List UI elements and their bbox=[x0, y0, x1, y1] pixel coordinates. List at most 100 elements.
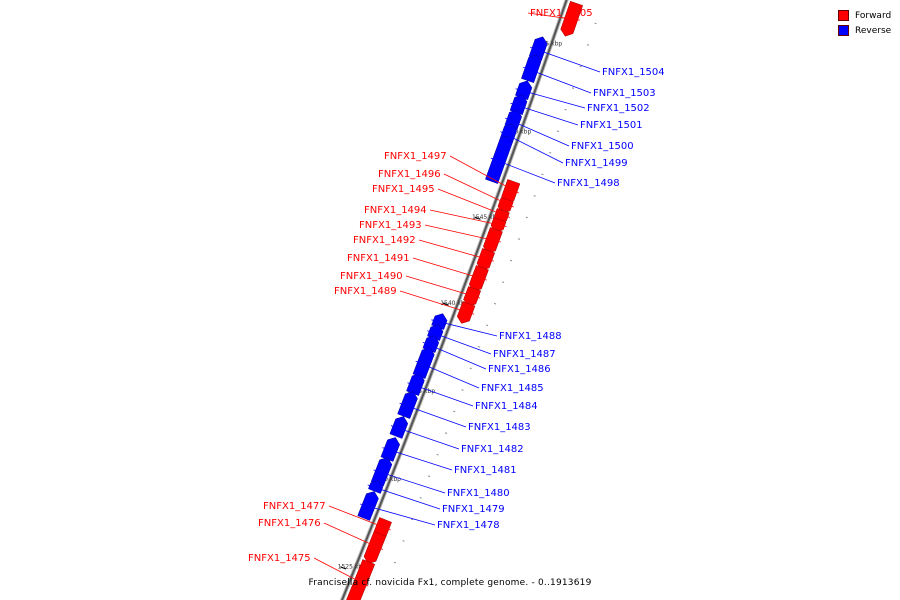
forward-swatch bbox=[838, 10, 849, 21]
minor-tick bbox=[493, 302, 497, 305]
gene-connector bbox=[360, 503, 436, 526]
minor-tick bbox=[525, 216, 528, 219]
gene-label-fnfx1_1480[interactable]: FNFX1_1480 bbox=[447, 488, 510, 499]
gene-label-fnfx1_1488[interactable]: FNFX1_1488 bbox=[499, 331, 562, 342]
minor-tick bbox=[428, 475, 431, 478]
gene-connector bbox=[323, 522, 384, 550]
gene-connector bbox=[431, 319, 498, 337]
gene-label-fnfx1_1503[interactable]: FNFX1_1503 bbox=[593, 88, 656, 99]
gene-connector bbox=[449, 155, 519, 194]
gene-label-fnfx1_1498[interactable]: FNFX1_1498 bbox=[557, 178, 620, 189]
gene-label-fnfx1_1478[interactable]: FNFX1_1478 bbox=[437, 520, 500, 531]
minor-tick bbox=[477, 346, 481, 348]
gene-connector bbox=[399, 290, 475, 315]
legend: Forward Reverse bbox=[838, 8, 891, 38]
gene-label-fnfx1_1496[interactable]: FNFX1_1496 bbox=[378, 169, 441, 180]
gene-label-fnfx1_1484[interactable]: FNFX1_1484 bbox=[475, 401, 538, 412]
minor-tick bbox=[402, 540, 405, 542]
gene-label-fnfx1_1490[interactable]: FNFX1_1490 bbox=[340, 271, 403, 282]
gene-label-fnfx1_1501[interactable]: FNFX1_1501 bbox=[580, 120, 643, 131]
gene-label-fnfx1_1493[interactable]: FNFX1_1493 bbox=[359, 220, 422, 231]
gene-label-fnfx1_1494[interactable]: FNFX1_1494 bbox=[364, 205, 427, 216]
tick-mark bbox=[340, 566, 347, 570]
gene-connector bbox=[490, 157, 556, 184]
minor-tick bbox=[541, 173, 544, 176]
reverse-swatch bbox=[838, 25, 849, 36]
gene-label-fnfx1_1476[interactable]: FNFX1_1476 bbox=[258, 518, 321, 529]
minor-tick bbox=[564, 108, 567, 111]
gene-label-fnfx1_1491[interactable]: FNFX1_1491 bbox=[347, 253, 410, 264]
tick-mark bbox=[442, 302, 449, 306]
tick-label: 1550 kbp bbox=[503, 128, 531, 135]
tick-mark bbox=[474, 216, 481, 220]
tick-label: 1535 kbp bbox=[407, 388, 435, 395]
gene-label-fnfx1_1502[interactable]: FNFX1_1502 bbox=[587, 103, 650, 114]
minor-tick bbox=[469, 367, 472, 370]
minor-tick bbox=[517, 238, 521, 240]
legend-reverse: Reverse bbox=[838, 23, 891, 38]
minor-tick bbox=[436, 453, 439, 456]
gene-label-fnfx1_1475[interactable]: FNFX1_1475 bbox=[248, 553, 311, 564]
gene-connector bbox=[515, 88, 586, 109]
gene-label-fnfx1_1489[interactable]: FNFX1_1489 bbox=[334, 286, 397, 297]
gene-connector bbox=[527, 12, 580, 21]
gene-label-fnfx1_1486[interactable]: FNFX1_1486 bbox=[488, 364, 551, 375]
gene-arrow-fnfx1_1503[interactable] bbox=[521, 54, 542, 84]
gene-label-fnfx1_1504[interactable]: FNFX1_1504 bbox=[602, 67, 665, 78]
genome-backbone bbox=[340, 0, 568, 600]
gene-arrow-fnfx1_1475[interactable] bbox=[346, 559, 376, 600]
gene-connector bbox=[510, 102, 579, 126]
gene-arrow-fnfx1_1498[interactable] bbox=[485, 135, 513, 184]
minor-tick bbox=[453, 410, 456, 413]
gene-connector bbox=[429, 209, 507, 227]
gene-label-fnfx1_1479[interactable]: FNFX1_1479 bbox=[442, 504, 505, 515]
minor-tick bbox=[594, 22, 597, 25]
gene-connector bbox=[328, 505, 391, 531]
gene-connector bbox=[500, 131, 564, 164]
minor-tick bbox=[461, 389, 464, 391]
minor-tick bbox=[485, 324, 489, 327]
gene-connector bbox=[530, 46, 601, 73]
gene-connector bbox=[443, 173, 514, 208]
minor-tick bbox=[549, 151, 552, 154]
gene-label-fnfx1_1495[interactable]: FNFX1_1495 bbox=[372, 184, 435, 195]
gene-connector bbox=[367, 484, 441, 510]
tick-label: 1540 kbp bbox=[440, 300, 468, 307]
gene-label-fnfx1_1499[interactable]: FNFX1_1499 bbox=[565, 158, 628, 169]
gene-connector bbox=[505, 117, 570, 147]
gene-label-fnfx1_1485[interactable]: FNFX1_1485 bbox=[481, 383, 544, 394]
gene-layer bbox=[346, 0, 584, 600]
gene-arrow-fnfx1_1482[interactable] bbox=[389, 416, 409, 439]
gene-connector bbox=[427, 330, 492, 355]
tick-label: 1525 kbp bbox=[338, 564, 366, 571]
gene-connector bbox=[412, 257, 487, 281]
minor-tick bbox=[393, 561, 397, 564]
gene-label-fnfx1_1500[interactable]: FNFX1_1500 bbox=[571, 141, 634, 152]
gene-label-fnfx1_1505[interactable]: FNFX1_1505 bbox=[530, 8, 593, 19]
legend-forward: Forward bbox=[838, 8, 891, 23]
gene-connector bbox=[523, 66, 592, 94]
gene-label-fnfx1_1482[interactable]: FNFX1_1482 bbox=[461, 444, 524, 455]
gene-arrow-fnfx1_1476[interactable] bbox=[363, 531, 387, 564]
gene-arrow-fnfx1_1489[interactable] bbox=[456, 301, 476, 324]
gene-connector bbox=[390, 425, 460, 450]
gene-connector bbox=[399, 402, 467, 428]
legend-reverse-label: Reverse bbox=[855, 25, 892, 36]
gene-connector bbox=[405, 275, 481, 299]
label-layer: FNFX1_1505 FNFX1_1504 FNFX1_1503 FNFX1_1502… bbox=[248, 8, 665, 587]
gene-label-fnfx1_1492[interactable]: FNFX1_1492 bbox=[353, 235, 416, 246]
genome-caption: Francisella cf. novicida Fx1, complete g… bbox=[308, 578, 592, 588]
minor-tick bbox=[533, 195, 536, 197]
gene-connector bbox=[373, 469, 446, 494]
gene-connector bbox=[415, 360, 480, 389]
gene-label-fnfx1_1483[interactable]: FNFX1_1483 bbox=[468, 422, 531, 433]
minor-tick bbox=[587, 44, 590, 46]
gene-label-fnfx1_1481[interactable]: FNFX1_1481 bbox=[454, 465, 517, 476]
gene-connector bbox=[424, 224, 501, 243]
gene-label-fnfx1_1477[interactable]: FNFX1_1477 bbox=[263, 501, 326, 512]
gene-arrow-fnfx1_1479[interactable] bbox=[368, 480, 384, 494]
gene-label-fnfx1_1497[interactable]: FNFX1_1497 bbox=[384, 151, 447, 162]
gene-label-fnfx1_1487[interactable]: FNFX1_1487 bbox=[493, 349, 556, 360]
gene-connector bbox=[422, 341, 487, 370]
